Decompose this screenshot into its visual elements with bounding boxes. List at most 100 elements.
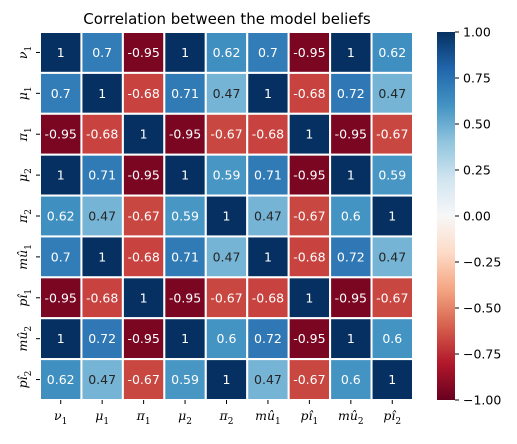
heatmap-cell	[39, 112, 83, 156]
x-tick-label: mû1	[255, 408, 281, 427]
cell-value-label: 0.62	[47, 372, 75, 387]
cell-value-label: -0.68	[127, 249, 159, 264]
cell-value-label: 1	[388, 209, 396, 224]
cell-value-label: 1	[140, 127, 148, 142]
cell-value-label: 0.6	[382, 331, 402, 346]
heatmap-cell	[370, 112, 414, 156]
cell-value-label: -0.95	[169, 127, 201, 142]
cell-value-label: 0.71	[171, 86, 199, 101]
cell-value-label: -0.68	[293, 249, 325, 264]
cell-value-label: -0.95	[45, 290, 77, 305]
heatmap-cell	[121, 235, 166, 279]
cell-value-label: 0.62	[47, 209, 75, 224]
heatmap-cell	[329, 31, 373, 74]
cell-value-label: -0.95	[127, 168, 159, 183]
y-tick-label: π2	[15, 209, 34, 224]
x-tick-label: π2	[219, 408, 234, 427]
y-tick-label: mû2	[15, 326, 34, 352]
cell-value-label: 0.59	[378, 168, 406, 183]
x-tick-label: pî2	[383, 408, 401, 427]
cell-value-label: 0.47	[378, 249, 406, 264]
cell-value-label: 1	[181, 168, 189, 183]
colorbar-tick-label: −0.25	[463, 255, 501, 270]
cell-value-label: 0.72	[254, 331, 282, 346]
cell-value-label: 0.72	[337, 249, 365, 264]
colorbar-tick-label: 0.00	[463, 209, 491, 224]
cell-value-label: 0.71	[254, 168, 282, 183]
cell-value-label: 0.47	[213, 249, 241, 264]
cell-value-label: 1	[264, 249, 272, 264]
cell-value-label: 1	[223, 372, 231, 387]
cell-value-label: 1	[57, 331, 65, 346]
cell-value-label: -0.67	[376, 127, 408, 142]
cell-value-label: 0.7	[51, 249, 71, 264]
x-tick-label: pî1	[301, 408, 319, 427]
cell-value-label: 1	[347, 168, 355, 183]
cell-value-label: -0.95	[293, 331, 325, 346]
heatmap-cell	[80, 358, 124, 401]
cell-value-label: -0.95	[335, 290, 367, 305]
cell-value-label: 1	[140, 290, 148, 305]
cell-value-label: -0.67	[376, 290, 408, 305]
cell-value-label: -0.68	[127, 86, 159, 101]
colorbar: 1.00 0.75 0.50 0.25 0.00 −0.25 −0.50 −0.75 −1.00	[437, 25, 501, 408]
y-tick-label: μ1	[15, 86, 34, 100]
cell-value-label: 0.72	[88, 331, 116, 346]
heatmap-cell	[246, 317, 290, 361]
cell-value-label: 0.6	[341, 209, 361, 224]
cell-value-label: -0.95	[127, 45, 159, 60]
heatmap-cell	[204, 276, 249, 320]
cell-value-label: -0.68	[252, 127, 284, 142]
heatmap-cell	[80, 153, 124, 197]
heatmap-cell	[204, 358, 249, 401]
heatmap-cell	[287, 276, 332, 320]
cell-value-label: 0.47	[254, 372, 282, 387]
heatmap-cell	[370, 194, 414, 238]
heatmap-cell	[204, 112, 249, 156]
y-tick-label: μ2	[15, 168, 34, 182]
cell-value-label: 0.71	[171, 249, 199, 264]
cell-value-label: -0.68	[86, 290, 118, 305]
heatmap-cell	[370, 358, 414, 401]
cell-value-label: 0.7	[258, 45, 278, 60]
cell-value-label: 0.7	[92, 45, 112, 60]
cell-value-label: 1	[223, 209, 231, 224]
colorbar-tick-label: 1.00	[463, 25, 491, 40]
heatmap-cell	[80, 276, 124, 320]
cell-value-label: -0.67	[293, 372, 325, 387]
cell-value-label: 0.59	[213, 168, 241, 183]
cell-value-label: 1	[264, 86, 272, 101]
cell-value-label: -0.95	[293, 45, 325, 60]
cell-value-label: 1	[57, 45, 65, 60]
x-tick-label: ν1	[54, 408, 67, 427]
heatmap-cells: 1 0.7 -0.95 1 0.62 0.7 -0.95 1 0.620.7 1 -0.68 0.71…	[39, 31, 414, 401]
cell-value-label: 0.72	[337, 86, 365, 101]
cell-value-label: 0.71	[88, 168, 116, 183]
x-tick-label: mû2	[338, 408, 364, 427]
cell-value-label: 1	[98, 249, 106, 264]
cell-value-label: 1	[347, 331, 355, 346]
cell-value-label: 0.47	[88, 209, 116, 224]
cell-value-label: 0.6	[217, 331, 237, 346]
cell-value-label: -0.68	[293, 86, 325, 101]
y-tick-label: pî1	[15, 289, 34, 307]
chart-title: Correlation between the model beliefs	[83, 10, 371, 28]
heatmap-cell	[370, 235, 414, 279]
heatmap-cell	[163, 317, 207, 361]
heatmap-cell	[39, 276, 83, 320]
cell-value-label: 0.62	[378, 45, 406, 60]
y-axis-tick-labels: ν1 μ1 π1 μ2 π2 mû1 pî1 mû2 pî2	[15, 46, 40, 389]
cell-value-label: 1	[98, 86, 106, 101]
colorbar-tick-label: −0.75	[463, 347, 501, 362]
cell-value-label: -0.95	[335, 127, 367, 142]
y-tick-label: pî2	[15, 371, 34, 389]
heatmap-cell	[287, 71, 332, 115]
cell-value-label: 0.47	[254, 209, 282, 224]
heatmap-cell	[246, 235, 290, 279]
heatmap-cell	[204, 317, 249, 361]
cell-value-label: 0.59	[171, 372, 199, 387]
heatmap-cell	[370, 153, 414, 197]
x-tick-label: μ1	[95, 408, 109, 427]
cell-value-label: 1	[305, 127, 313, 142]
